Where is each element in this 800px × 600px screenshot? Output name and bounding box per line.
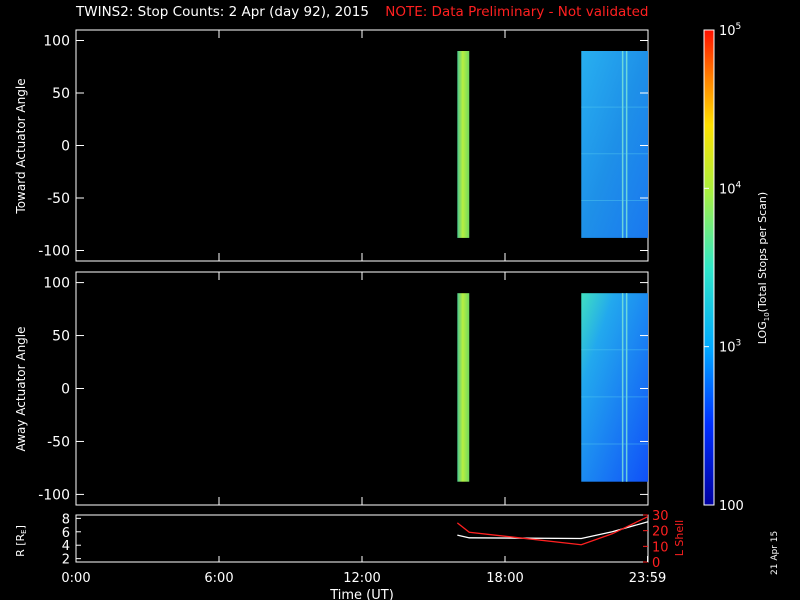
toward-panel-frame bbox=[75, 29, 649, 262]
heatmap-block bbox=[581, 51, 648, 238]
toward-ylabel: Toward Actuator Angle bbox=[14, 78, 28, 214]
x-tick-label: 0:00 bbox=[61, 571, 90, 586]
heatmap-block bbox=[457, 293, 470, 482]
colorbar-tick-label: 100 bbox=[719, 499, 744, 514]
chart-title: TWINS2: Stop Counts: 2 Apr (day 92), 201… bbox=[76, 4, 369, 20]
left-tick-label: 4 bbox=[62, 539, 70, 554]
x-tick-label: 6:00 bbox=[204, 571, 233, 586]
right-tick-label: 30 bbox=[652, 509, 669, 524]
right-tick-label: 10 bbox=[652, 540, 669, 555]
x-axis-label: Time (UT) bbox=[329, 588, 394, 600]
y-tick-label: -50 bbox=[47, 434, 70, 450]
y-tick-label: 0 bbox=[61, 139, 70, 155]
right-tick-label: 0 bbox=[652, 556, 660, 571]
x-tick-label: 12:00 bbox=[343, 571, 380, 586]
right-tick-label: 20 bbox=[652, 525, 669, 540]
colorbar-label: LOG10(Total Stops per Scan) bbox=[756, 192, 771, 344]
away-panel-frame bbox=[75, 271, 649, 506]
orbit-left-ylabel: R [RE] bbox=[14, 525, 28, 557]
x-tick-label: 23:59 bbox=[629, 571, 666, 586]
x-tick-label: 18:00 bbox=[486, 571, 523, 586]
date-stamp: 21 Apr 15 bbox=[770, 530, 780, 575]
y-tick-label: 50 bbox=[52, 86, 70, 102]
data-preliminary-note: NOTE: Data Preliminary - Not validated bbox=[385, 4, 649, 20]
colorbar-tick-label: 104 bbox=[719, 180, 742, 197]
colorbar-tick-label: 105 bbox=[719, 22, 741, 39]
left-tick-label: 6 bbox=[62, 526, 70, 541]
toward-heatmap: 100 50 0 -50 -100 bbox=[38, 30, 649, 261]
orbit-right-ylabel: L Shell bbox=[673, 520, 686, 556]
y-tick-label: -100 bbox=[38, 244, 70, 260]
heatmap-block bbox=[581, 293, 648, 482]
left-tick-label: 8 bbox=[62, 512, 70, 527]
y-tick-label: 50 bbox=[52, 329, 70, 345]
y-tick-label: 0 bbox=[61, 382, 70, 398]
lshell-line bbox=[456, 515, 649, 546]
chart-title-row: TWINS2: Stop Counts: 2 Apr (day 92), 201… bbox=[76, 4, 649, 24]
y-tick-label: -50 bbox=[47, 191, 70, 207]
y-tick-label: -100 bbox=[38, 487, 70, 503]
y-tick-label: 100 bbox=[43, 34, 70, 50]
away-ylabel: Away Actuator Angle bbox=[14, 326, 28, 451]
heatmap-block bbox=[457, 51, 470, 238]
colorbar bbox=[703, 29, 715, 506]
left-tick-label: 2 bbox=[62, 553, 70, 568]
y-tick-label: 100 bbox=[43, 276, 70, 292]
away-heatmap: 100 50 0 -50 -100 bbox=[38, 272, 649, 505]
colorbar-tick-label: 103 bbox=[719, 339, 741, 356]
